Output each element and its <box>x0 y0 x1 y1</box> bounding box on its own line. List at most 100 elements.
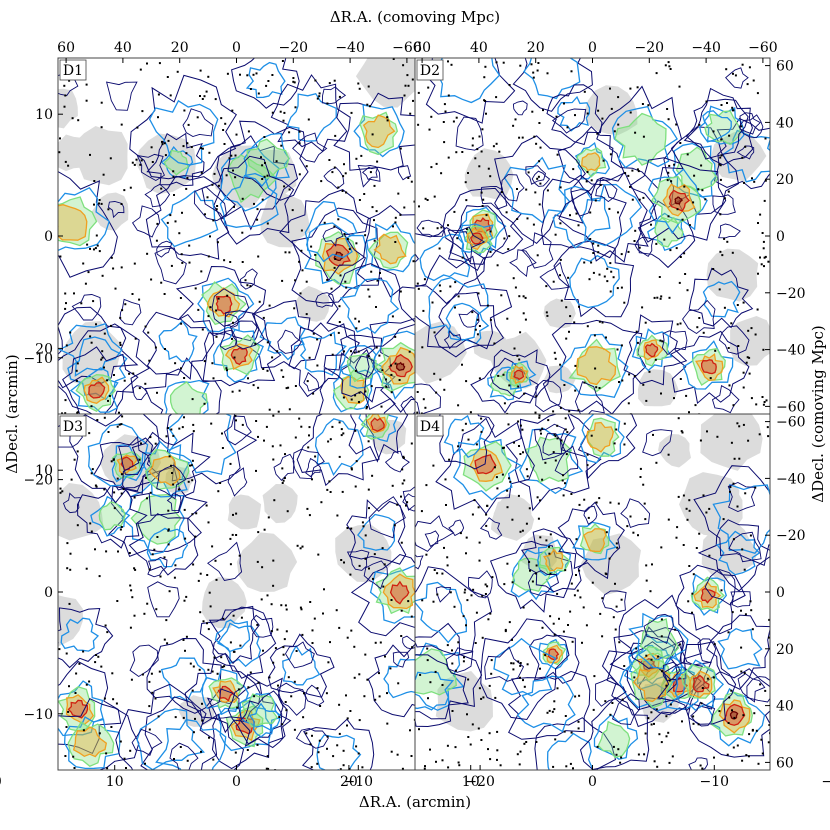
galaxy-point <box>728 696 731 699</box>
galaxy-point <box>482 198 485 201</box>
galaxy-point <box>68 79 71 82</box>
galaxy-point <box>339 274 342 277</box>
galaxy-point <box>333 166 336 169</box>
galaxy-point <box>403 94 406 97</box>
galaxy-point <box>564 428 567 431</box>
galaxy-point <box>441 759 444 762</box>
contour-level-5 <box>692 674 710 693</box>
galaxy-point <box>322 612 324 615</box>
galaxy-point <box>386 119 389 122</box>
contour-level-1 <box>239 690 292 749</box>
galaxy-point <box>736 744 739 747</box>
galaxy-point <box>249 285 252 288</box>
contour-level-1 <box>58 607 114 669</box>
galaxy-point <box>294 385 297 387</box>
galaxy-point <box>463 591 466 594</box>
galaxy-point <box>201 328 204 331</box>
galaxy-point <box>399 290 402 293</box>
galaxy-point <box>517 385 520 388</box>
galaxy-point <box>202 620 205 623</box>
galaxy-point <box>93 180 96 182</box>
galaxy-point <box>303 692 305 695</box>
galaxy-point <box>383 563 386 566</box>
galaxy-point <box>748 66 751 69</box>
galaxy-point <box>58 648 61 651</box>
galaxy-point <box>444 110 447 113</box>
galaxy-point <box>281 60 284 62</box>
galaxy-point <box>255 72 258 75</box>
galaxy-point <box>517 660 520 663</box>
galaxy-point <box>424 765 426 768</box>
galaxy-point <box>266 594 269 597</box>
galaxy-point <box>150 146 153 149</box>
galaxy-point <box>391 484 394 487</box>
contour-level-1 <box>402 635 415 650</box>
galaxy-point <box>72 755 75 758</box>
galaxy-point <box>467 438 470 441</box>
contour-level-2 <box>712 483 770 554</box>
galaxy-point <box>461 256 464 259</box>
contour-level-2 <box>705 687 766 747</box>
contour-level-1 <box>323 334 392 403</box>
galaxy-point <box>122 488 125 491</box>
galaxy-point <box>667 118 670 121</box>
galaxy-point <box>496 749 499 752</box>
galaxy-point <box>545 311 548 314</box>
contour-level-1 <box>343 204 415 298</box>
contour-level-1 <box>58 660 122 755</box>
galaxy-point <box>128 552 131 554</box>
galaxy-point <box>155 239 158 242</box>
contour-level-1 <box>725 67 749 89</box>
galaxy-point <box>221 447 224 449</box>
contour-level-1 <box>606 627 702 711</box>
galaxy-point <box>501 473 504 476</box>
galaxy-point <box>158 670 161 673</box>
galaxy-point <box>366 678 369 681</box>
galaxy-point <box>485 513 488 516</box>
galaxy-point <box>391 315 394 318</box>
galaxy-point <box>224 122 227 125</box>
galaxy-point <box>106 767 109 770</box>
galaxy-point <box>353 676 356 679</box>
contour-level-1 <box>304 684 325 706</box>
galaxy-point <box>406 74 409 77</box>
galaxy-point <box>714 349 717 352</box>
galaxy-point <box>659 297 662 300</box>
galaxy-point <box>478 687 481 690</box>
galaxy-point <box>161 140 163 143</box>
galaxy-point <box>663 238 666 241</box>
galaxy-point <box>171 472 173 474</box>
contour-level-1 <box>119 298 142 326</box>
galaxy-point <box>329 491 332 493</box>
galaxy-point <box>510 662 513 665</box>
galaxy-point <box>332 755 335 758</box>
galaxy-point <box>508 477 510 480</box>
galaxy-point <box>645 654 648 657</box>
contour-level-2 <box>245 61 286 99</box>
contour-level-3 <box>375 567 415 615</box>
galaxy-point <box>95 234 98 237</box>
galaxy-point <box>538 203 541 206</box>
galaxy-point <box>565 765 568 768</box>
galaxy-point <box>623 443 626 446</box>
galaxy-point <box>368 295 371 298</box>
contour-level-1 <box>392 651 410 668</box>
galaxy-point <box>134 337 137 340</box>
masked-region <box>294 285 330 322</box>
right-y-tick-label: −20 <box>776 528 806 544</box>
galaxy-point <box>270 630 273 633</box>
galaxy-point <box>140 159 143 162</box>
galaxy-point <box>416 391 419 393</box>
contour-level-1 <box>662 661 681 682</box>
galaxy-point <box>200 270 203 273</box>
galaxy-point <box>239 644 242 647</box>
galaxy-point <box>521 529 524 532</box>
galaxy-point <box>443 141 446 144</box>
galaxy-point <box>220 656 223 659</box>
galaxy-point <box>288 408 291 411</box>
galaxy-point <box>523 742 526 745</box>
galaxy-point <box>190 464 193 467</box>
galaxy-point <box>67 710 70 713</box>
galaxy-point <box>219 482 222 484</box>
galaxy-point <box>478 135 481 138</box>
